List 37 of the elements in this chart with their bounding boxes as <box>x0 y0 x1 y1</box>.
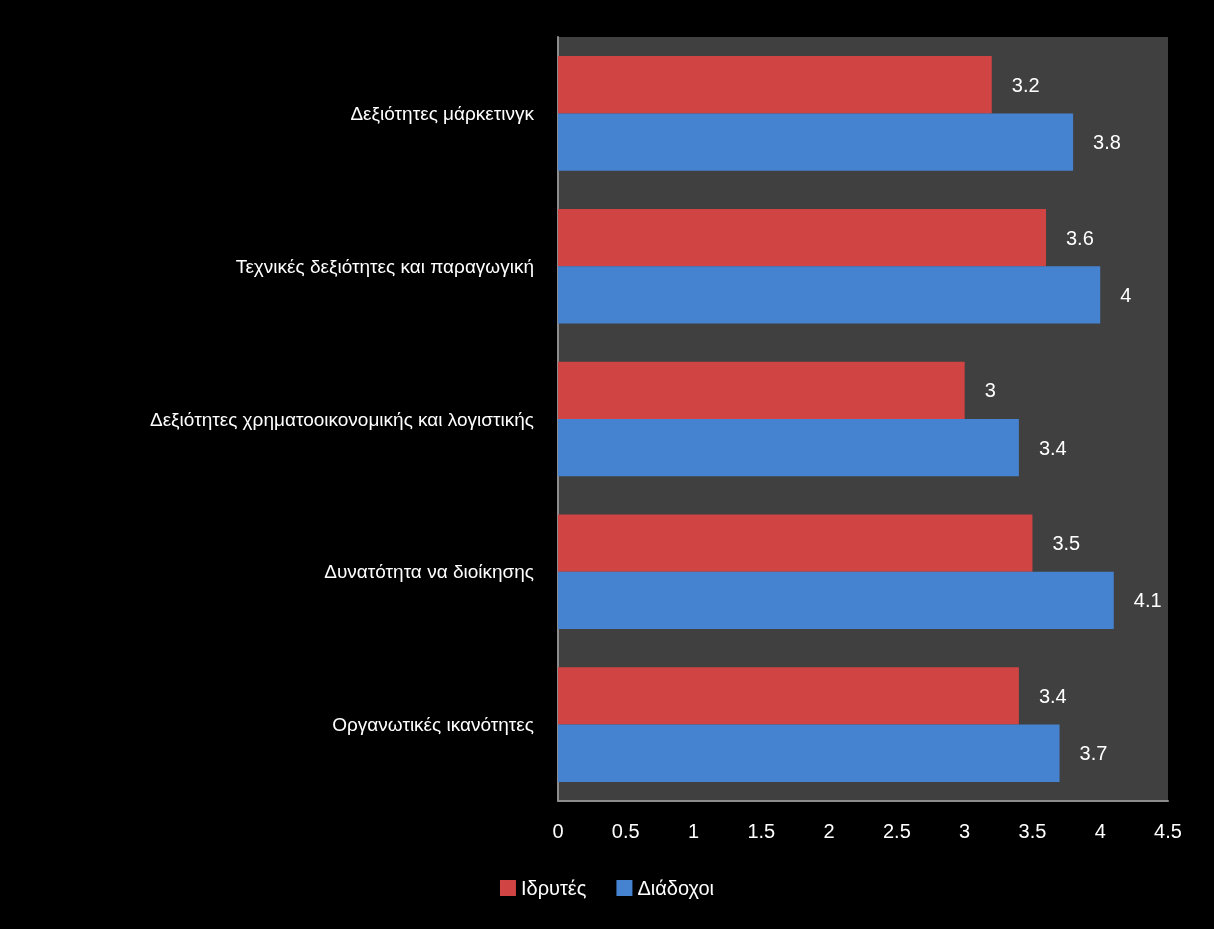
x-tick-label: 3.5 <box>1018 820 1047 842</box>
x-tick-label: 0.5 <box>611 820 640 842</box>
bar <box>558 361 965 419</box>
data-label: 3.5 <box>1052 532 1081 555</box>
y-tick-label: Οργανωτικές ικανότητες <box>332 714 534 736</box>
data-label: 3 <box>984 379 996 402</box>
bar <box>558 514 1033 572</box>
x-tick-label: 1.5 <box>747 820 776 842</box>
bar <box>558 56 992 114</box>
x-tick-label: 3 <box>959 820 971 842</box>
legend-label: Διάδοχοι <box>637 877 715 899</box>
x-tick-label: 1 <box>687 820 700 842</box>
x-tick-label: 4 <box>1094 820 1106 842</box>
bar <box>558 208 1046 267</box>
data-label: 3.4 <box>1038 684 1067 707</box>
data-label: 3.6 <box>1066 226 1094 249</box>
bar <box>558 419 1019 477</box>
bar <box>558 571 1114 630</box>
bar <box>558 113 1074 171</box>
y-tick-label: Δυνατότητα να διοίκησης <box>324 561 534 583</box>
bar <box>558 667 1019 725</box>
legend-label: Ιδρυτές <box>520 877 587 899</box>
x-tick-label: 0 <box>552 820 564 842</box>
data-label: 3.8 <box>1093 131 1121 154</box>
data-label: 3.4 <box>1038 436 1067 459</box>
y-tick-label: Δεξιότητες χρηματοοικονομικής και λογιστικής <box>149 408 534 430</box>
data-label: 4.1 <box>1133 589 1162 612</box>
x-tick-label: 4.5 <box>1154 820 1182 842</box>
data-label: 3.7 <box>1079 742 1108 765</box>
y-tick-label: Δεξιότητες μάρκετινγκ <box>350 102 535 124</box>
bar <box>558 266 1101 324</box>
data-label: 4 <box>1120 283 1132 306</box>
bar <box>558 724 1060 782</box>
y-tick-label: Τεχνικές δεξιότητες και παραγωγική <box>235 255 534 277</box>
x-tick-label: 2.5 <box>882 820 911 842</box>
data-label: 3.2 <box>1011 73 1040 96</box>
x-tick-label: 2 <box>823 820 835 842</box>
